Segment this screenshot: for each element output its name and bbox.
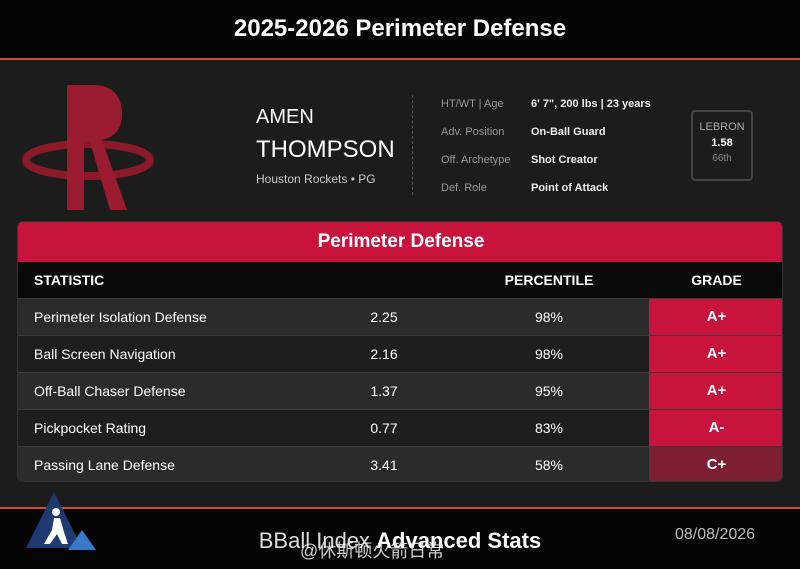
info-label: Adv. Position [441, 126, 505, 138]
footer-brand: BBall Index Advanced Stats [0, 528, 800, 554]
percentile: 83% [534, 420, 564, 436]
lebron-value: 1.58 [711, 137, 733, 149]
divider [412, 95, 413, 195]
stat-value: 1.37 [370, 383, 398, 399]
last-name: THOMPSON [256, 136, 395, 163]
grade: A+ [649, 299, 782, 335]
header-cell: STATISTIC [34, 272, 105, 288]
brand-logo [26, 492, 96, 550]
table-row: Passing Lane Defense 3.41 58% C+ [18, 446, 782, 481]
info-value: Shot Creator [531, 154, 598, 166]
first-name: AMEN [256, 106, 314, 128]
grade: A+ [649, 373, 782, 409]
info-label: Off. Archetype [441, 154, 511, 166]
stat-value: 2.16 [370, 346, 398, 362]
footer-bar [0, 507, 800, 569]
percentile: 98% [534, 309, 564, 325]
watermark: @休斯顿火箭日常 [300, 541, 445, 561]
grade: A+ [649, 336, 782, 372]
lebron-rank: 66th [712, 153, 732, 164]
table-row: Ball Screen Navigation 2.16 98% A+ [18, 335, 782, 372]
stat-value: 3.41 [370, 457, 398, 473]
date: 08/08/2026 [675, 526, 756, 543]
table-title: Perimeter Defense [18, 222, 782, 262]
info-value: 6' 7", 200 lbs | 23 years [531, 98, 651, 110]
grade: C+ [649, 447, 782, 481]
stat-value: 0.77 [370, 420, 398, 436]
team-logo [22, 85, 154, 210]
table-row: Perimeter Isolation Defense 2.25 98% A+ [18, 298, 782, 335]
stat-name: Ball Screen Navigation [34, 346, 176, 362]
percentile: 95% [534, 383, 564, 399]
title: 2025-2026 Perimeter Defense [233, 15, 567, 42]
info-value: Point of Attack [531, 182, 609, 194]
percentile: 58% [534, 457, 564, 473]
table-row: Pickpocket Rating 0.77 83% A- [18, 409, 782, 446]
header-bar [0, 0, 800, 60]
header-row: STATISTIC PERCENTILE GRADE [18, 262, 782, 298]
header-cell: GRADE [691, 272, 742, 288]
stat-name: Perimeter Isolation Defense [34, 309, 207, 325]
lebron-box: LEBRON 1.58 66th [691, 110, 753, 181]
info-label: Def. Role [441, 182, 487, 194]
stat-name: Pickpocket Rating [34, 420, 147, 436]
info-value: On-Ball Guard [531, 126, 606, 138]
stat-name: Passing Lane Defense [34, 457, 175, 473]
lebron-label: LEBRON [699, 121, 745, 133]
team: Houston Rockets • PG [256, 172, 376, 186]
stat-name: Off-Ball Chaser Defense [34, 383, 186, 399]
header-cell: PERCENTILE [504, 272, 594, 288]
brand-subtitle: Advanced Stats [376, 528, 542, 553]
stat-value: 2.25 [370, 309, 398, 325]
info-label: HT/WT | Age [441, 98, 504, 110]
table-row: Off-Ball Chaser Defense 1.37 95% A+ [18, 372, 782, 409]
grade: A- [649, 410, 782, 446]
percentile: 98% [534, 346, 564, 362]
stats-table: Perimeter Defense STATISTIC PERCENTILE G… [17, 221, 783, 482]
brand-name: BBall Index [258, 528, 371, 553]
